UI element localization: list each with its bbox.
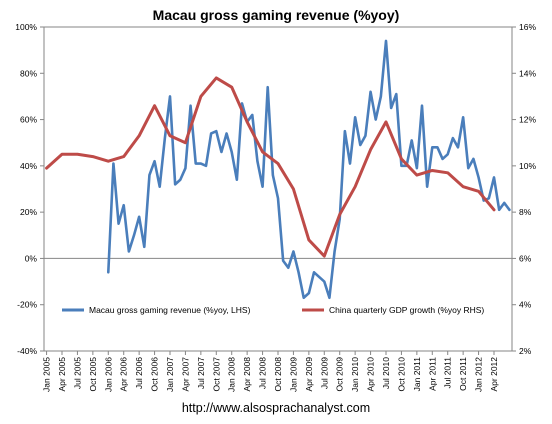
y-right-tick-label: 16% xyxy=(519,22,536,32)
y-left-tick-label: 0% xyxy=(25,253,38,263)
y-right-tick-label: 10% xyxy=(519,161,536,171)
legend-gaming-revenue-label: Macau gross gaming revenue (%yoy, LHS) xyxy=(89,305,251,315)
x-tick-label: Jul 2007 xyxy=(196,357,206,389)
x-tick-label: Jul 2008 xyxy=(258,357,268,389)
y-right-tick-label: 6% xyxy=(519,253,532,263)
x-tick-label: Oct 2010 xyxy=(396,357,406,392)
y-right-tick-label: 4% xyxy=(519,300,532,310)
x-tick-label: Jan 2012 xyxy=(474,357,484,392)
x-tick-label: Jan 2011 xyxy=(412,357,422,392)
plot-area: -40% -20% 0% 20% 40% 60% 80% 100% 2% 4% 6% 8% 10% 12%… xyxy=(15,22,536,392)
y-left-tick-label: -20% xyxy=(17,300,37,310)
y-right-tick-label: 8% xyxy=(519,207,532,217)
x-tick-label: Jan 2005 xyxy=(42,357,52,392)
y-right-tick-label: 14% xyxy=(519,68,536,78)
x-tick-label: Jan 2009 xyxy=(288,357,298,392)
gaming-revenue-line xyxy=(106,39,511,300)
x-tick-label: Oct 2006 xyxy=(150,357,160,392)
x-tick-label: Jan 2010 xyxy=(350,357,360,392)
x-tick-label: Apr 2006 xyxy=(119,357,129,392)
x-tick-label: Jul 2006 xyxy=(134,357,144,389)
x-tick-label: Oct 2008 xyxy=(273,357,283,392)
x-tick-label: Jan 2006 xyxy=(103,357,113,392)
y-left-tick-label: 80% xyxy=(20,68,37,78)
y-right-tick-label: 12% xyxy=(519,115,536,125)
y-left-tick-label: -40% xyxy=(17,346,37,356)
chart-title: Macau gross gaming revenue (%yoy) xyxy=(153,7,400,23)
x-tick-label: Jul 2010 xyxy=(381,357,391,389)
y-left-tick-label: 60% xyxy=(20,115,37,125)
y-left-tick-label: 100% xyxy=(15,22,37,32)
gdp-growth-line xyxy=(45,76,496,258)
x-tick-label: Jan 2007 xyxy=(165,357,175,392)
legend-gdp-growth-label: China quarterly GDP growth (%yoy RHS) xyxy=(329,305,484,315)
x-tick-label: Jul 2011 xyxy=(443,357,453,389)
x-tick-label: Apr 2011 xyxy=(427,357,437,391)
x-tick-label: Jul 2009 xyxy=(319,357,329,389)
x-tick-label: Apr 2008 xyxy=(242,357,252,392)
plot-frame xyxy=(43,26,513,352)
source-url: http://www.alsosprachanalyst.com xyxy=(182,401,370,415)
x-tick-label: Apr 2012 xyxy=(489,357,499,392)
x-tick-label: Oct 2011 xyxy=(458,357,468,391)
x-tick-label: Oct 2005 xyxy=(88,357,98,392)
x-tick-label: Oct 2007 xyxy=(211,357,221,392)
x-tick-label: Apr 2010 xyxy=(366,357,376,392)
x-tick-label: Oct 2009 xyxy=(335,357,345,392)
x-tick-label: Apr 2007 xyxy=(180,357,190,392)
x-tick-label: Jul 2005 xyxy=(72,357,82,389)
y-right-tick-label: 2% xyxy=(519,346,532,356)
x-tick-label: Jan 2008 xyxy=(227,357,237,392)
y-left-tick-label: 40% xyxy=(20,161,37,171)
x-tick-label: Apr 2005 xyxy=(57,357,67,392)
x-tick-label: Apr 2009 xyxy=(304,357,314,392)
y-left-tick-label: 20% xyxy=(20,207,37,217)
